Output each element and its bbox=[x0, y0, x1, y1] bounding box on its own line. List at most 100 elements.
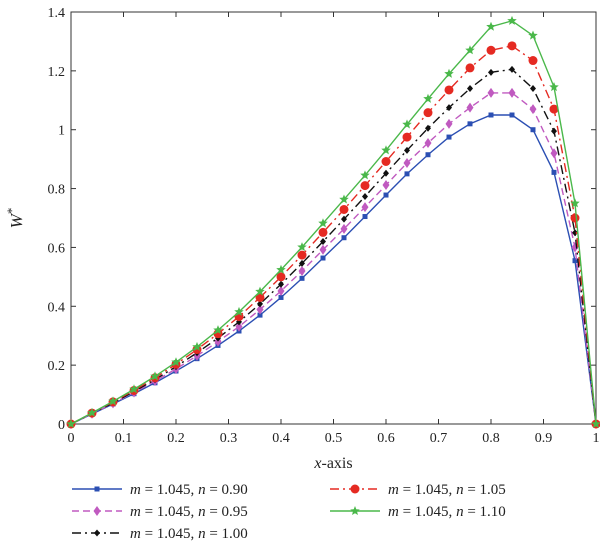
data-point bbox=[192, 341, 202, 351]
data-point bbox=[445, 118, 453, 129]
series-line bbox=[70, 92, 597, 425]
x-tick-label: 1 bbox=[593, 431, 600, 446]
y-axis-title: W* bbox=[4, 208, 26, 229]
data-point bbox=[234, 306, 244, 316]
legend-item: m = 1.045, n = 0.95 bbox=[72, 504, 248, 520]
data-point bbox=[402, 132, 412, 142]
series-line bbox=[70, 20, 597, 425]
data-point bbox=[570, 198, 580, 208]
data-point bbox=[486, 21, 496, 31]
data-point bbox=[94, 486, 100, 492]
data-point bbox=[350, 484, 360, 494]
data-point bbox=[508, 87, 516, 98]
data-point bbox=[383, 192, 389, 198]
data-point bbox=[255, 292, 265, 302]
data-point bbox=[339, 194, 349, 204]
data-point bbox=[404, 146, 410, 154]
data-point bbox=[299, 275, 305, 281]
data-point bbox=[340, 223, 348, 234]
data-point bbox=[402, 119, 412, 129]
data-point bbox=[549, 82, 559, 92]
x-tick-label: 0.8 bbox=[482, 431, 500, 446]
series-line bbox=[70, 114, 597, 425]
data-point bbox=[509, 65, 515, 73]
series-layer bbox=[66, 15, 600, 429]
y-axis-ticks: 0 0.2 0.4 0.6 0.8 1 1.2 1.4 bbox=[48, 6, 596, 433]
legend-label: m = 1.045, n = 0.90 bbox=[130, 482, 248, 498]
data-point bbox=[129, 384, 139, 394]
data-point bbox=[93, 506, 101, 516]
y-tick-label: 0.2 bbox=[48, 359, 66, 374]
data-point bbox=[466, 102, 474, 113]
data-point bbox=[551, 169, 557, 175]
y-tick-label: 0.4 bbox=[48, 300, 66, 315]
legend: m = 1.045, n = 0.90 m = 1.045, n = 0.95 m … bbox=[72, 482, 506, 542]
series-line bbox=[70, 45, 597, 425]
legend-label: m = 1.045, n = 1.00 bbox=[130, 526, 248, 542]
data-point bbox=[150, 371, 160, 381]
legend-label: m = 1.045, n = 1.10 bbox=[388, 504, 506, 520]
data-point bbox=[276, 272, 286, 282]
data-point bbox=[362, 214, 368, 220]
data-point bbox=[381, 156, 391, 166]
data-point bbox=[486, 45, 496, 55]
y-tick-label: 0 bbox=[58, 418, 65, 433]
legend-item: m = 1.045, n = 1.05 bbox=[330, 482, 506, 498]
data-point bbox=[529, 104, 537, 115]
data-point bbox=[299, 259, 305, 267]
data-point bbox=[320, 238, 326, 246]
data-point bbox=[425, 152, 431, 158]
data-point bbox=[94, 529, 100, 537]
x-tick-label: 0.3 bbox=[220, 431, 238, 446]
data-point bbox=[319, 244, 327, 255]
series-5 bbox=[66, 15, 600, 429]
data-point bbox=[318, 227, 328, 237]
x-axis-title: x-axis bbox=[313, 455, 352, 472]
y-tick-label: 1.4 bbox=[48, 6, 66, 21]
data-point bbox=[403, 157, 411, 168]
x-tick-label: 0.6 bbox=[377, 431, 395, 446]
data-point bbox=[528, 30, 538, 40]
data-point bbox=[551, 127, 557, 135]
y-tick-label: 1.2 bbox=[48, 65, 66, 80]
data-point bbox=[530, 127, 536, 133]
series-line bbox=[70, 68, 597, 425]
data-point bbox=[488, 68, 494, 76]
data-point bbox=[530, 85, 536, 93]
data-point bbox=[255, 286, 265, 296]
data-point bbox=[171, 357, 181, 367]
x-tick-label: 0.7 bbox=[430, 431, 448, 446]
data-point bbox=[509, 112, 515, 118]
x-tick-label: 0.1 bbox=[115, 431, 133, 446]
x-tick-label: 0.2 bbox=[167, 431, 185, 446]
data-point bbox=[350, 506, 360, 516]
data-point bbox=[361, 202, 369, 213]
data-point bbox=[360, 170, 370, 180]
data-point bbox=[276, 264, 286, 274]
data-point bbox=[423, 93, 433, 103]
data-point bbox=[108, 396, 118, 406]
data-point bbox=[444, 68, 454, 78]
data-point bbox=[404, 171, 410, 177]
data-point bbox=[362, 193, 368, 201]
data-point bbox=[297, 250, 307, 260]
data-point bbox=[277, 285, 285, 296]
data-point bbox=[257, 312, 263, 318]
data-point bbox=[550, 148, 558, 159]
x-tick-label: 0.5 bbox=[325, 431, 343, 446]
data-point bbox=[549, 104, 559, 114]
data-point bbox=[383, 169, 389, 177]
data-point bbox=[487, 87, 495, 98]
data-point bbox=[341, 215, 347, 223]
data-point bbox=[320, 255, 326, 261]
legend-item: m = 1.045, n = 1.10 bbox=[330, 504, 506, 520]
data-point bbox=[424, 137, 432, 148]
data-point bbox=[572, 258, 578, 264]
data-point bbox=[446, 104, 452, 112]
data-point bbox=[572, 229, 578, 237]
data-point bbox=[467, 121, 473, 127]
series-2 bbox=[67, 87, 600, 429]
y-tick-label: 1 bbox=[58, 124, 65, 139]
data-point bbox=[446, 134, 452, 140]
